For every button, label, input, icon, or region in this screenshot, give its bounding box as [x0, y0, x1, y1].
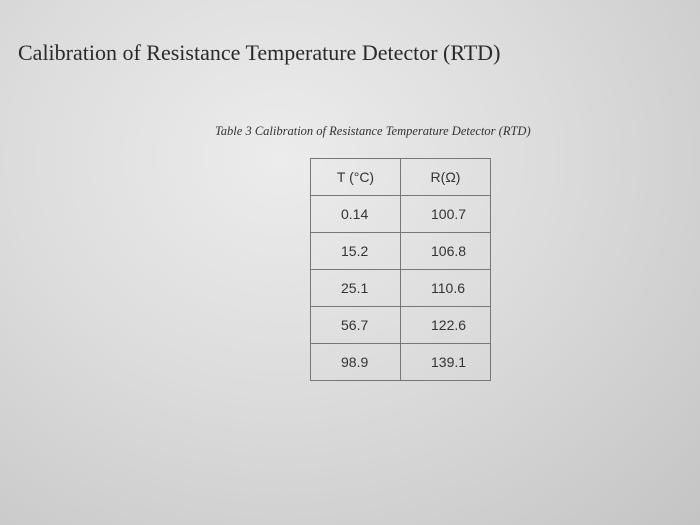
table-row: 25.1 110.6: [310, 269, 491, 307]
table-cell: 0.14: [310, 195, 401, 233]
table-cell: 106.8: [400, 232, 491, 270]
table-cell: 100.7: [400, 195, 491, 233]
table-caption: Table 3 Calibration of Resistance Temper…: [215, 124, 531, 138]
table-cell: 98.9: [310, 343, 401, 381]
table-cell: 139.1: [400, 343, 491, 381]
table-body: 0.14 100.7 15.2 106.8 25.1 110.6 56.7 122.6 98.9…: [310, 195, 491, 381]
table-row: 15.2 106.8: [310, 232, 491, 270]
data-table: T (°C) R(Ω) 0.14 100.7 15.2 106.8 25.1 110.6 56.…: [310, 158, 491, 381]
table-cell: 110.6: [400, 269, 491, 307]
table-cell: 56.7: [310, 306, 401, 344]
table-row: 0.14 100.7: [310, 195, 491, 233]
table-row: 56.7 122.6: [310, 306, 491, 344]
table-row: 98.9 139.1: [310, 343, 491, 381]
table-cell: 122.6: [400, 306, 491, 344]
table-cell: 15.2: [310, 232, 401, 270]
header-cell: T (°C): [310, 158, 401, 196]
header-cell: R(Ω): [400, 158, 491, 196]
header-row: T (°C) R(Ω): [310, 158, 491, 196]
table-cell: 25.1: [310, 269, 401, 307]
heading: Calibration of Resistance Temperature De…: [18, 40, 501, 65]
